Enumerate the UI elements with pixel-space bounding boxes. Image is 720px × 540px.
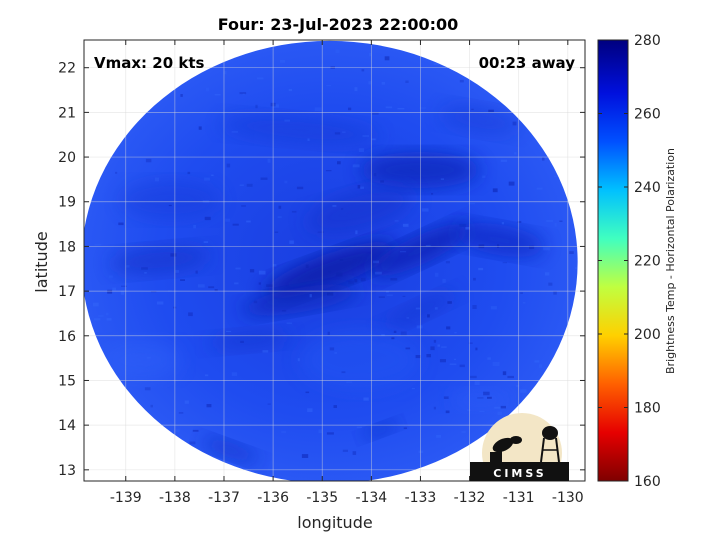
y-tick-label: 15: [58, 373, 76, 389]
y-tick-label: 14: [58, 418, 76, 434]
x-tick-label: -137: [208, 490, 240, 506]
plot-title: Four: 23-Jul-2023 22:00:00: [218, 15, 459, 34]
colorbar-tick-label: 260: [634, 107, 661, 123]
satellite-swath: [84, 40, 578, 481]
y-tick-label: 20: [58, 150, 76, 166]
colorbar-tick-label: 240: [634, 180, 661, 196]
x-tick-label: -132: [454, 490, 486, 506]
y-tick-label: 21: [58, 105, 76, 121]
x-tick-label: -136: [257, 490, 289, 506]
y-tick-label: 19: [58, 195, 76, 211]
time-away-annotation: 00:23 away: [479, 54, 576, 72]
x-axis-label: longitude: [297, 513, 372, 532]
vmax-annotation: Vmax: 20 kts: [94, 54, 204, 72]
x-tick-label: -131: [503, 490, 535, 506]
y-tick-label: 18: [58, 239, 76, 255]
y-tick-label: 16: [58, 329, 76, 345]
y-tick-label: 13: [58, 463, 76, 479]
x-tick-label: -135: [306, 490, 338, 506]
x-tick-labels: -139 -138 -137 -136 -135 -134 -133 -132 -131 -130: [110, 490, 584, 506]
colorbar-tick-label: 200: [634, 327, 661, 343]
x-tick-label: -138: [159, 490, 191, 506]
y-tick-label: 17: [58, 284, 76, 300]
colorbar-tick-label: 160: [634, 474, 661, 490]
x-tick-label: -139: [110, 490, 142, 506]
cimss-logo-text: CIMSS: [493, 467, 546, 480]
y-tick-label: 22: [58, 61, 76, 77]
cloud-texture: [93, 49, 578, 463]
gridlines: [84, 40, 585, 481]
colorbar: [597, 39, 629, 482]
x-tick-label: -130: [552, 490, 584, 506]
y-tick-labels: 13 14 15 16 17 18 19 20 21 22: [58, 61, 76, 479]
colorbar-tick-label: 180: [634, 401, 661, 417]
x-tick-label: -133: [405, 490, 437, 506]
colorbar-tick-label: 220: [634, 254, 661, 270]
colorbar-ticks: 160 180 200 220 240 260 280: [598, 33, 661, 490]
cimss-logo: CIMSS: [470, 413, 569, 481]
y-axis-label: latitude: [32, 231, 51, 292]
plot-frame: [83, 39, 586, 482]
colorbar-tick-label: 280: [634, 33, 661, 49]
tick-marks: [84, 40, 585, 481]
colorbar-label: Brightness Temp - Horizontal Polarizatio…: [664, 148, 677, 374]
x-tick-label: -134: [355, 490, 387, 506]
